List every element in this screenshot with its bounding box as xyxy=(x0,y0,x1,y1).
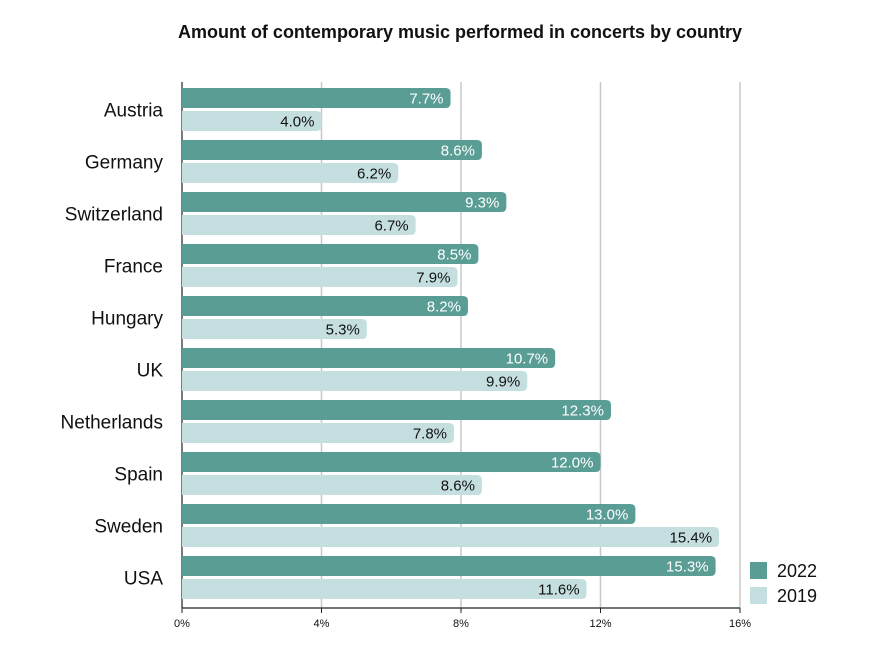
data-label-2019: 7.8% xyxy=(413,426,447,443)
bar-2019 xyxy=(182,267,458,287)
data-label-2019: 6.7% xyxy=(374,218,408,235)
bar-2022 xyxy=(182,244,479,264)
bar-2019 xyxy=(182,319,367,339)
x-tick-label: 12% xyxy=(589,618,611,630)
data-label-2019: 8.6% xyxy=(441,478,475,495)
bar-2022 xyxy=(182,504,636,524)
category-label: Sweden xyxy=(94,517,163,538)
bar-2022 xyxy=(182,296,468,316)
legend-label: 2022 xyxy=(777,561,817,581)
data-label-2019: 11.6% xyxy=(538,582,579,599)
bar-2019 xyxy=(182,371,528,391)
bar-2022 xyxy=(182,88,451,108)
legend-swatch xyxy=(750,562,767,579)
data-label-2022: 8.5% xyxy=(437,247,471,264)
category-label: Hungary xyxy=(91,309,163,330)
bar-2019 xyxy=(182,215,416,235)
x-tick-label: 16% xyxy=(729,618,751,630)
bar-2019 xyxy=(182,527,720,547)
category-label: Germany xyxy=(85,153,164,174)
bars: 7.7% 4.0% 8.6% 6.2% 9.3% 6.7% 8.5% 7.9% 8.2% 5.3%… xyxy=(182,88,720,599)
bar-2019 xyxy=(182,579,587,599)
x-tick-label: 4% xyxy=(314,618,330,630)
x-axis-ticks: 0% 4% 8% 12% 16% xyxy=(174,618,751,630)
bar-2019 xyxy=(182,163,399,183)
category-label: Austria xyxy=(104,101,164,122)
data-label-2022: 8.2% xyxy=(427,299,461,316)
x-tick-label: 0% xyxy=(174,618,190,630)
legend: 2022 2019 xyxy=(750,561,817,606)
x-tick-label: 8% xyxy=(453,618,469,630)
data-label-2019: 6.2% xyxy=(357,166,391,183)
legend-swatch xyxy=(750,587,767,604)
category-label: USA xyxy=(124,569,163,590)
data-label-2022: 12.0% xyxy=(551,455,594,472)
data-label-2022: 12.3% xyxy=(561,403,604,420)
data-label-2019: 7.9% xyxy=(416,270,450,287)
bar-2022 xyxy=(182,400,611,420)
bar-2019 xyxy=(182,475,482,495)
category-label: Spain xyxy=(114,465,163,486)
bar-2022 xyxy=(182,452,601,472)
data-label-2019: 4.0% xyxy=(280,114,314,131)
category-labels: Austria Germany Switzerland France Hungary UK… xyxy=(61,101,164,590)
bar-2022 xyxy=(182,556,716,576)
bar-2022 xyxy=(182,348,556,368)
data-label-2022: 10.7% xyxy=(506,351,549,368)
bar-2022 xyxy=(182,140,482,160)
data-label-2022: 9.3% xyxy=(465,195,499,212)
data-label-2019: 5.3% xyxy=(326,322,360,339)
category-label: UK xyxy=(137,361,164,382)
legend-label: 2019 xyxy=(777,586,817,606)
category-label: Netherlands xyxy=(61,413,163,434)
data-label-2022: 13.0% xyxy=(586,507,629,524)
data-label-2022: 7.7% xyxy=(409,91,443,108)
chart-title: Amount of contemporary music performed i… xyxy=(177,22,743,42)
category-label: France xyxy=(104,257,163,278)
bar-2019 xyxy=(182,423,455,443)
data-label-2019: 15.4% xyxy=(670,530,713,547)
data-label-2019: 9.9% xyxy=(486,374,520,391)
category-label: Switzerland xyxy=(65,205,163,226)
bar-2022 xyxy=(182,192,507,212)
data-label-2022: 15.3% xyxy=(666,559,709,576)
bar-2019 xyxy=(182,111,322,131)
data-label-2022: 8.6% xyxy=(441,143,475,160)
